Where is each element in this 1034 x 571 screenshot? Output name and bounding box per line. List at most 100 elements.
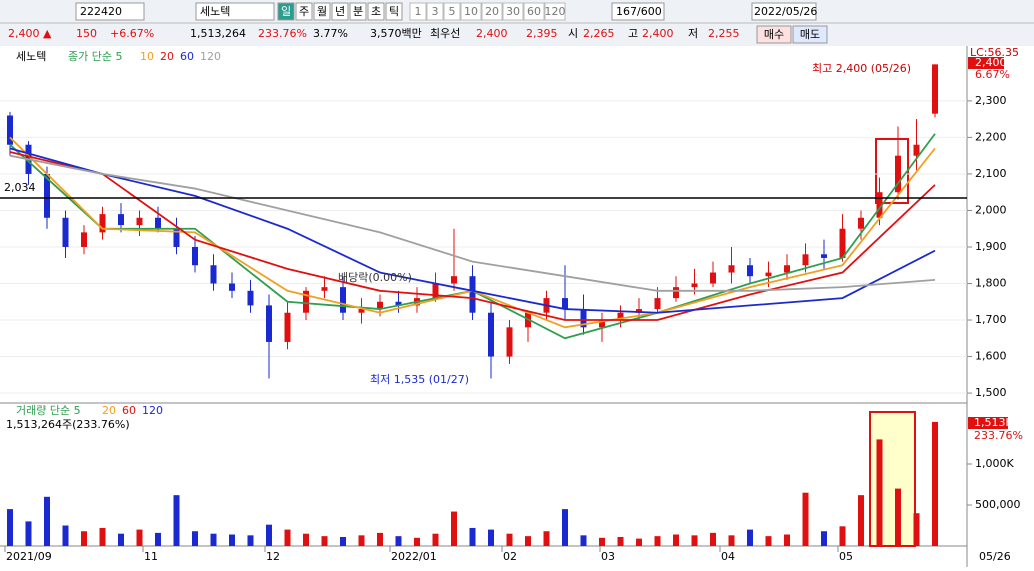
order-button[interactable] [756, 25, 792, 44]
period-button[interactable] [331, 2, 349, 21]
candle-body [303, 290, 309, 313]
x-tick-label: 05 [839, 550, 853, 563]
minute-button[interactable] [460, 2, 482, 21]
volume-bar [192, 531, 198, 546]
volume-bar [839, 526, 846, 546]
candle-body [599, 320, 605, 328]
candle-body [710, 272, 716, 284]
legend-period: 120 [200, 50, 221, 63]
order-label: 매도 [800, 28, 820, 41]
volume-bar [340, 536, 346, 546]
ma-line [9, 147, 936, 314]
quote-low: 2,255 [708, 27, 740, 40]
period-button[interactable] [385, 2, 403, 21]
volume-bar [25, 521, 32, 546]
volume-bar [876, 439, 883, 546]
volume-bar [451, 511, 457, 546]
period-button[interactable] [295, 2, 313, 21]
period-button[interactable] [367, 2, 385, 21]
candle-body [451, 276, 457, 284]
name-box[interactable] [195, 2, 275, 21]
count-box [611, 2, 665, 21]
period-label: 주 [299, 5, 309, 18]
legend-ma: 종가 단순 5 [68, 50, 122, 63]
period-label: 월 [317, 5, 327, 18]
volume-bar [136, 529, 143, 546]
volume-bar [229, 534, 235, 546]
candle-body [802, 254, 809, 266]
candle-body [44, 173, 50, 218]
legend-period: 60 [180, 50, 194, 63]
last-rate: 6.67% [975, 68, 1010, 81]
y-tick-label: 1,600 [975, 350, 1007, 363]
candle-body [858, 217, 864, 229]
volume-bar [414, 537, 420, 546]
x-tick-label: 2021/09 [6, 550, 52, 563]
volume-bar [802, 492, 809, 546]
candle-body [691, 283, 698, 288]
quote-ask: 2,400 [476, 27, 508, 40]
minute-button[interactable] [443, 2, 461, 21]
volume-bar [543, 531, 550, 546]
volume-bar [488, 529, 494, 546]
dividend-label: 배당락(0.00%) [338, 271, 412, 284]
minute-button[interactable] [502, 2, 524, 21]
volume-bar [728, 535, 735, 546]
volume-bar [580, 535, 587, 546]
volume-bar [321, 536, 328, 546]
period-label: 초 [371, 5, 381, 18]
volume-bar [469, 527, 476, 546]
volume-bar [377, 532, 383, 546]
volume-info: 1,513,264주(233.76%) [6, 418, 130, 431]
code-box[interactable] [75, 2, 145, 21]
ma-line [9, 154, 936, 292]
volume-legend-period: 120 [142, 404, 163, 417]
candle-body [284, 312, 291, 342]
volume-bar [636, 538, 642, 546]
y-tick-label: 500,000 [975, 498, 1021, 511]
period-button[interactable] [277, 2, 295, 21]
x-tick-label: 11 [144, 550, 158, 563]
candle-body [673, 287, 679, 299]
volume-bar [562, 509, 568, 546]
volume-bar [432, 533, 439, 546]
candle-body [506, 327, 513, 357]
minute-button[interactable] [409, 2, 427, 21]
volume-bar [173, 495, 180, 546]
volume-bar [62, 525, 69, 546]
date-box[interactable] [751, 2, 817, 21]
candle-body [358, 309, 365, 313]
candle-body [432, 283, 439, 299]
candle-body [81, 232, 87, 247]
minute-button[interactable] [481, 2, 503, 21]
minute-button[interactable] [426, 2, 444, 21]
candle-body [562, 298, 568, 310]
period-button[interactable] [349, 2, 367, 21]
quote-volume: 1,513,264 [190, 27, 246, 40]
order-button[interactable] [792, 25, 828, 44]
volume-bar [506, 533, 513, 546]
candle-body [784, 265, 790, 273]
period-button[interactable] [313, 2, 331, 21]
minute-button[interactable] [523, 2, 545, 21]
volume-bar [858, 495, 864, 546]
volume-bar [247, 535, 254, 546]
y-tick-label: 1,900 [975, 240, 1007, 253]
quote-vol-ratio: 233.76% [258, 27, 307, 40]
candle-body [913, 144, 920, 156]
last-volume-box [968, 417, 1008, 429]
quote-high: 2,400 [642, 27, 674, 40]
minute-label: 5 [449, 5, 456, 18]
x-tick-label: 2022/01 [391, 550, 437, 563]
x-tick-label: 04 [721, 550, 735, 563]
minute-button[interactable] [544, 2, 566, 21]
volume-bar [710, 532, 716, 546]
candle-body [654, 298, 661, 310]
ma-line [9, 151, 936, 321]
minute-label: 1 [415, 5, 422, 18]
volume-bar [617, 536, 624, 546]
volume-bar [599, 537, 605, 546]
candle-body [7, 115, 13, 145]
candle-body [340, 287, 346, 313]
